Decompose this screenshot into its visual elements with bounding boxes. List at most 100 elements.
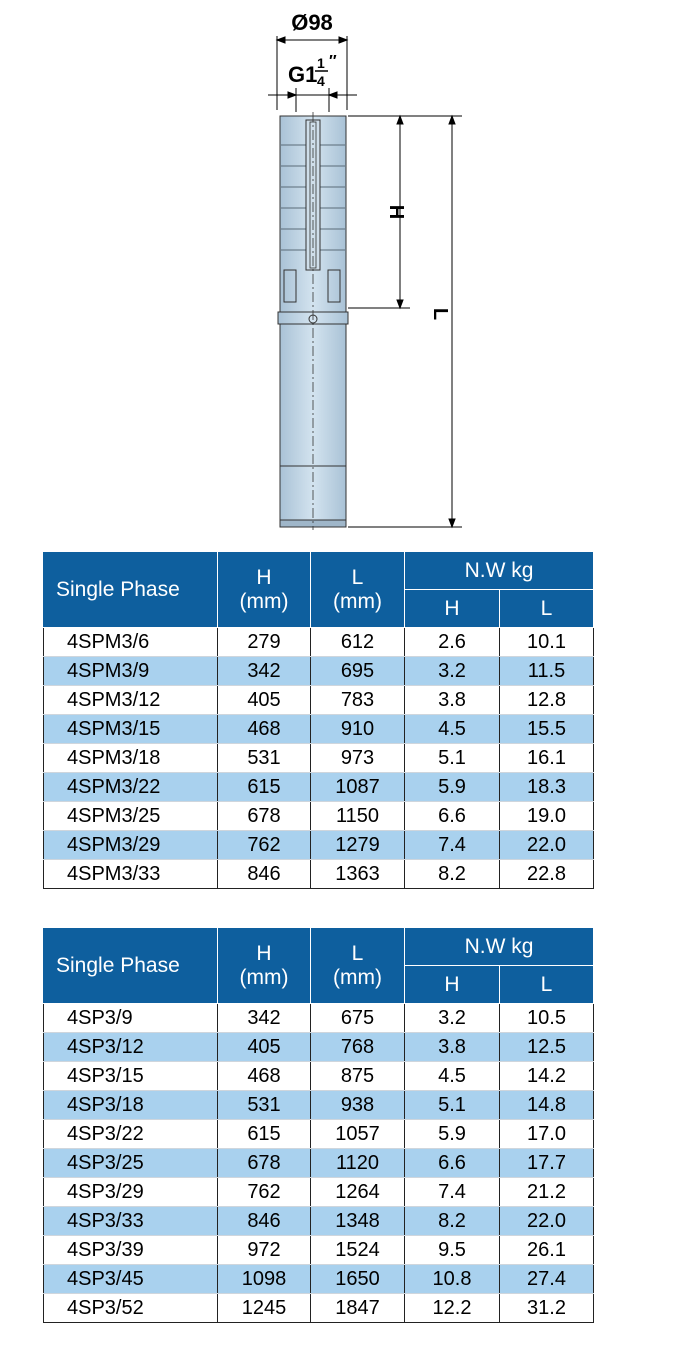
h-mm-cell: 279	[217, 627, 311, 657]
header-l-mm: L (mm)	[310, 927, 405, 1004]
weight-l-cell: 17.0	[499, 1119, 594, 1149]
l-mm-cell: 1363	[310, 859, 405, 889]
weight-l-cell: 14.2	[499, 1061, 594, 1091]
pump-body	[277, 112, 349, 530]
l-mm-cell: 1057	[310, 1119, 405, 1149]
weight-l-cell: 11.5	[499, 656, 594, 686]
h-mm-cell: 405	[217, 685, 311, 715]
table-row: 4SP3/15 468 875 4.5 14.2	[43, 1061, 594, 1091]
weight-h-cell: 2.6	[404, 627, 500, 657]
model-cell: 4SPM3/12	[43, 685, 218, 715]
l-mm-cell: 1348	[310, 1206, 405, 1236]
table-row: 4SP3/33 846 1348 8.2 22.0	[43, 1206, 594, 1236]
header-l-unit: (mm)	[333, 965, 382, 989]
weight-l-cell: 27.4	[499, 1264, 594, 1294]
model-cell: 4SP3/9	[43, 1003, 218, 1033]
diameter-label: Ø98	[291, 10, 333, 35]
weight-l-cell: 19.0	[499, 801, 594, 831]
weight-h-cell: 5.1	[404, 1090, 500, 1120]
model-cell: 4SPM3/29	[43, 830, 218, 860]
header-l-mm: L (mm)	[310, 551, 405, 628]
h-mm-cell: 762	[217, 830, 311, 860]
l-mm-cell: 1264	[310, 1177, 405, 1207]
l-mm-cell: 938	[310, 1090, 405, 1120]
weight-h-cell: 5.9	[404, 1119, 500, 1149]
header-h-mm: H (mm)	[217, 927, 311, 1004]
weight-h-cell: 3.2	[404, 656, 500, 686]
weight-h-cell: 4.5	[404, 1061, 500, 1091]
model-cell: 4SP3/52	[43, 1293, 218, 1323]
thread-fraction-numerator: 1	[317, 55, 325, 71]
model-cell: 4SP3/39	[43, 1235, 218, 1265]
header-h-label: H	[256, 566, 272, 590]
l-mm-cell: 675	[310, 1003, 405, 1033]
header-nw-h: H	[404, 965, 500, 1004]
weight-h-cell: 3.8	[404, 685, 500, 715]
pump-dimension-drawing: Ø98 G1 1 4 ″	[268, 10, 462, 530]
thread-label: G1	[288, 62, 317, 87]
weight-h-cell: 9.5	[404, 1235, 500, 1265]
table-row: 4SPM3/18 531 973 5.1 16.1	[43, 743, 594, 773]
l-dimension-label: L	[429, 308, 451, 320]
weight-l-cell: 15.5	[499, 714, 594, 744]
weight-l-cell: 22.0	[499, 830, 594, 860]
header-nw-l: L	[499, 589, 594, 628]
table-row: 4SP3/9 342 675 3.2 10.5	[43, 1003, 594, 1033]
table-row: 4SP3/12 405 768 3.8 12.5	[43, 1032, 594, 1062]
weight-h-cell: 10.8	[404, 1264, 500, 1294]
header-nw-h: H	[404, 589, 500, 628]
weight-h-cell: 4.5	[404, 714, 500, 744]
weight-l-cell: 21.2	[499, 1177, 594, 1207]
thread-dimension	[268, 88, 357, 112]
header-h-mm: H (mm)	[217, 551, 311, 628]
weight-l-cell: 22.0	[499, 1206, 594, 1236]
model-cell: 4SPM3/15	[43, 714, 218, 744]
weight-h-cell: 6.6	[404, 1148, 500, 1178]
thread-fraction-denominator: 4	[317, 73, 325, 89]
table-row: 4SP3/45 1098 1650 10.8 27.4	[43, 1264, 594, 1294]
table-row: 4SPM3/12 405 783 3.8 12.8	[43, 685, 594, 715]
diameter-dimension	[275, 36, 349, 110]
weight-h-cell: 6.6	[404, 801, 500, 831]
weight-h-cell: 8.2	[404, 859, 500, 889]
h-mm-cell: 342	[217, 1003, 311, 1033]
header-h-unit: (mm)	[239, 589, 289, 613]
table-row: 4SP3/22 615 1057 5.9 17.0	[43, 1119, 594, 1149]
l-mm-cell: 1120	[310, 1148, 405, 1178]
weight-l-cell: 18.3	[499, 772, 594, 802]
l-mm-cell: 783	[310, 685, 405, 715]
model-cell: 4SP3/29	[43, 1177, 218, 1207]
model-cell: 4SP3/45	[43, 1264, 218, 1294]
header-nw-l: L	[499, 965, 594, 1004]
h-mm-cell: 762	[217, 1177, 311, 1207]
model-cell: 4SP3/25	[43, 1148, 218, 1178]
h-mm-cell: 678	[217, 801, 311, 831]
table-row: 4SPM3/6 279 612 2.6 10.1	[43, 627, 594, 657]
table-row: 4SP3/39 972 1524 9.5 26.1	[43, 1235, 594, 1265]
h-mm-cell: 468	[217, 1061, 311, 1091]
model-cell: 4SP3/33	[43, 1206, 218, 1236]
h-dimension-label: H	[385, 205, 407, 219]
model-cell: 4SPM3/6	[43, 627, 218, 657]
l-mm-cell: 910	[310, 714, 405, 744]
header-h-label: H	[256, 942, 272, 966]
header-l-unit: (mm)	[333, 589, 382, 613]
length-l-dimension	[348, 114, 462, 529]
table-row: 4SP3/25 678 1120 6.6 17.7	[43, 1148, 594, 1178]
header-l-label: L	[351, 566, 364, 590]
weight-h-cell: 7.4	[404, 1177, 500, 1207]
h-mm-cell: 678	[217, 1148, 311, 1178]
weight-l-cell: 16.1	[499, 743, 594, 773]
h-mm-cell: 846	[217, 1206, 311, 1236]
weight-l-cell: 31.2	[499, 1293, 594, 1323]
model-cell: 4SPM3/33	[43, 859, 218, 889]
model-cell: 4SP3/12	[43, 1032, 218, 1062]
table-row: 4SPM3/33 846 1363 8.2 22.8	[43, 859, 594, 889]
table-row: 4SP3/18 531 938 5.1 14.8	[43, 1090, 594, 1120]
l-mm-cell: 768	[310, 1032, 405, 1062]
l-mm-cell: 1650	[310, 1264, 405, 1294]
weight-l-cell: 22.8	[499, 859, 594, 889]
weight-h-cell: 3.8	[404, 1032, 500, 1062]
h-mm-cell: 615	[217, 772, 311, 802]
weight-l-cell: 14.8	[499, 1090, 594, 1120]
